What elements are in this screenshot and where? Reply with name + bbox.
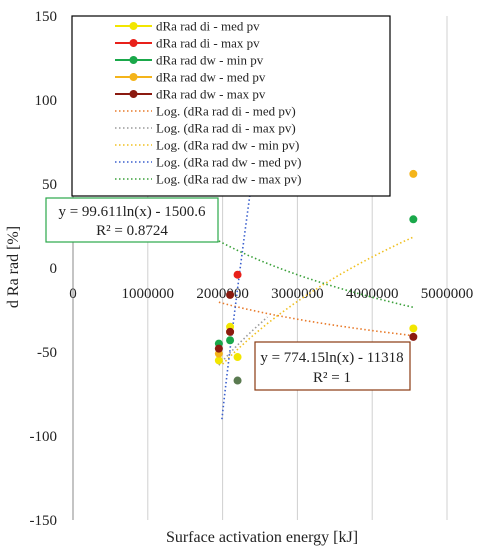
data-point [409, 332, 418, 341]
data-point [214, 356, 223, 365]
trendlines [218, 35, 414, 420]
x-tick-label: 3000000 [271, 286, 324, 302]
data-point [214, 344, 223, 353]
data-point [409, 215, 418, 224]
y-tick-label: 100 [35, 93, 58, 109]
annotation-equation-1: y = 99.611ln(x) - 1500.6 [58, 204, 206, 220]
legend-label: dRa rad dw - min pv [156, 53, 264, 68]
x-tick-label: 5000000 [421, 286, 474, 302]
data-point [233, 270, 242, 279]
y-tick-label: -50 [37, 345, 57, 361]
annotation-r2-2: R² = 1 [313, 370, 351, 386]
legend-label: Log. (dRa rad dw - min pv) [156, 138, 299, 153]
legend-label: dRa rad di - med pv [156, 19, 260, 34]
annotation-box-1: y = 99.611ln(x) - 1500.6 R² = 0.8724 [45, 197, 219, 243]
data-point [226, 290, 235, 299]
legend-marker [129, 39, 138, 47]
legend-label: Log. (dRa rad di - med pv) [156, 104, 296, 119]
y-axis-title: d Ra rad [%] [5, 226, 22, 308]
x-axis-title: Surface activation energy [kJ] [166, 529, 358, 546]
annotation-r2-1: R² = 0.8724 [96, 223, 168, 239]
data-point [226, 327, 235, 336]
y-tick-label: -100 [30, 429, 58, 445]
legend-marker [129, 90, 138, 98]
legend-label: dRa rad dw - max pv [156, 87, 266, 102]
data-point [409, 324, 418, 333]
legend-label: dRa rad di - max pv [156, 36, 260, 51]
x-tick-label: 4000000 [346, 286, 399, 302]
data-point [226, 336, 235, 345]
legend-label: Log. (dRa rad di - max pv) [156, 121, 296, 136]
x-tick-label: 0 [69, 286, 77, 302]
trendline [218, 316, 269, 366]
y-tick-label: 0 [50, 261, 58, 277]
annotation-border-1 [45, 197, 219, 243]
legend-marker [129, 56, 138, 64]
trendline [221, 35, 274, 420]
y-tick-label: -150 [30, 513, 58, 529]
trendline [218, 240, 414, 309]
data-point [233, 376, 242, 385]
data-points [214, 169, 418, 385]
legend-label: dRa rad dw - med pv [156, 70, 266, 85]
x-tick-label: 1000000 [122, 286, 175, 302]
legend-marker [129, 22, 138, 30]
x-ticks: 0 1000000 2000000 3000000 4000000 5000000 [69, 286, 473, 302]
data-point [233, 353, 242, 362]
legend-box [71, 15, 391, 197]
annotation-equation-2: y = 774.15ln(x) - 11318 [260, 350, 403, 366]
data-point [409, 169, 418, 178]
annotation-box-2: y = 774.15ln(x) - 11318 R² = 1 [254, 341, 411, 391]
x-tick-label: 2000000 [196, 286, 249, 302]
annotation-border-2 [254, 341, 411, 391]
legend: dRa rad di - med pv dRa rad di - max pv dR… [71, 15, 391, 197]
legend-marker [129, 73, 138, 81]
legend-label: Log. (dRa rad dw - med pv) [156, 155, 302, 170]
trendline [218, 301, 414, 337]
y-tick-label: 50 [42, 177, 57, 193]
y-ticks: 150 100 50 0 -50 -100 -150 [30, 9, 58, 529]
legend-label: Log. (dRa rad dw - max pv) [156, 172, 302, 187]
y-tick-label: 150 [35, 9, 58, 25]
